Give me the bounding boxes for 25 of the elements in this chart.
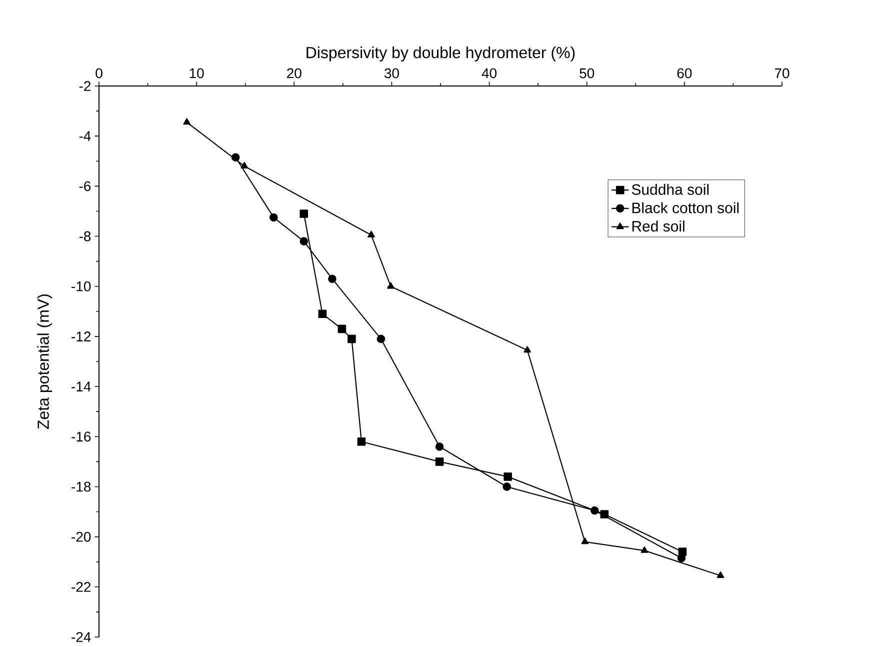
- y-axis-title: Zeta potential (mV): [37, 294, 52, 430]
- x-tick-label: 60: [677, 68, 692, 78]
- y-tick-label: -2: [79, 81, 91, 91]
- y-tick-label: -18: [72, 482, 91, 492]
- y-tick-label: -6: [79, 181, 91, 192]
- x-tick-label: 10: [190, 68, 204, 78]
- x-tick-label: 50: [580, 68, 594, 78]
- x-tick-label: 40: [482, 68, 497, 78]
- x-tick-label: 70: [774, 68, 790, 78]
- y-tick-label: -8: [79, 231, 91, 242]
- y-tick-label: -24: [72, 632, 91, 642]
- y-tick-label: -16: [72, 432, 91, 442]
- legend-label: Black cotton soil: [632, 202, 739, 214]
- y-tick-label: -4: [79, 131, 91, 141]
- y-tick-label: -12: [72, 332, 91, 342]
- x-tick-label: 30: [384, 68, 399, 78]
- y-tick-label: -20: [72, 532, 91, 542]
- y-tick-label: -22: [72, 582, 91, 592]
- legend-label: Red soil: [632, 220, 684, 232]
- legend-label: Suddha soil: [632, 184, 709, 195]
- y-tick-label: -10: [72, 281, 91, 292]
- y-tick-label: -14: [72, 382, 91, 392]
- x-axis-title: Dispersivity by double hydrometer (%): [306, 46, 575, 62]
- x-tick-label: 0: [96, 68, 102, 78]
- x-tick-label: 20: [287, 68, 302, 78]
